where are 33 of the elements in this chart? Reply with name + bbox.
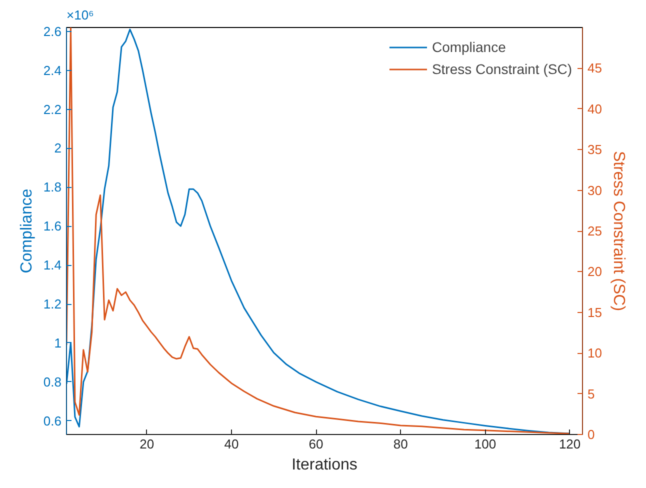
x-tick-label: 80 <box>393 436 408 452</box>
y2-tick-label: 35 <box>588 142 602 158</box>
x-tick-label: 120 <box>558 436 581 452</box>
y2-tick-label: 5 <box>588 386 595 402</box>
y2-tick-label: 0 <box>588 427 595 442</box>
y-tick-label: 2.4 <box>43 62 62 78</box>
y-tick-label: 0.6 <box>43 413 62 428</box>
legend-label: Compliance <box>432 39 506 55</box>
x-tick-label: 40 <box>224 436 239 452</box>
y-tick-label: 2.2 <box>43 102 62 117</box>
x-axis-title: Iterations <box>292 456 358 474</box>
y2-tick-label: 15 <box>588 304 602 320</box>
x-tick-label: 60 <box>308 436 324 452</box>
y2-tick-label: 20 <box>588 264 602 280</box>
x-tick-label: 100 <box>474 436 496 452</box>
y-tick-label: 2 <box>54 140 62 156</box>
y-tick-label: 1.8 <box>43 180 62 195</box>
text: ×10⁶ <box>66 8 94 22</box>
y2-tick-label: 40 <box>588 101 602 116</box>
y-tick-label: 1 <box>54 335 62 350</box>
y2-tick-label: 25 <box>588 224 602 238</box>
y-tick-label: 0.8 <box>43 374 62 390</box>
y2-tick-label: 45 <box>588 60 602 76</box>
y-tick-label: 1.6 <box>43 218 62 234</box>
y2-axis-title: Stress Constraint (SC) <box>610 150 627 312</box>
legend-label: Stress Constraint (SC) <box>432 61 572 77</box>
y-tick-label: 1.4 <box>43 258 62 273</box>
y-tick-label: 2.6 <box>43 24 62 39</box>
y-tick-label: 1.2 <box>43 296 62 312</box>
y2-tick-label: 30 <box>588 182 602 198</box>
y-axis-title: Compliance <box>18 188 36 274</box>
y2-tick-label: 10 <box>588 346 602 361</box>
x-tick-label: 20 <box>140 436 154 452</box>
